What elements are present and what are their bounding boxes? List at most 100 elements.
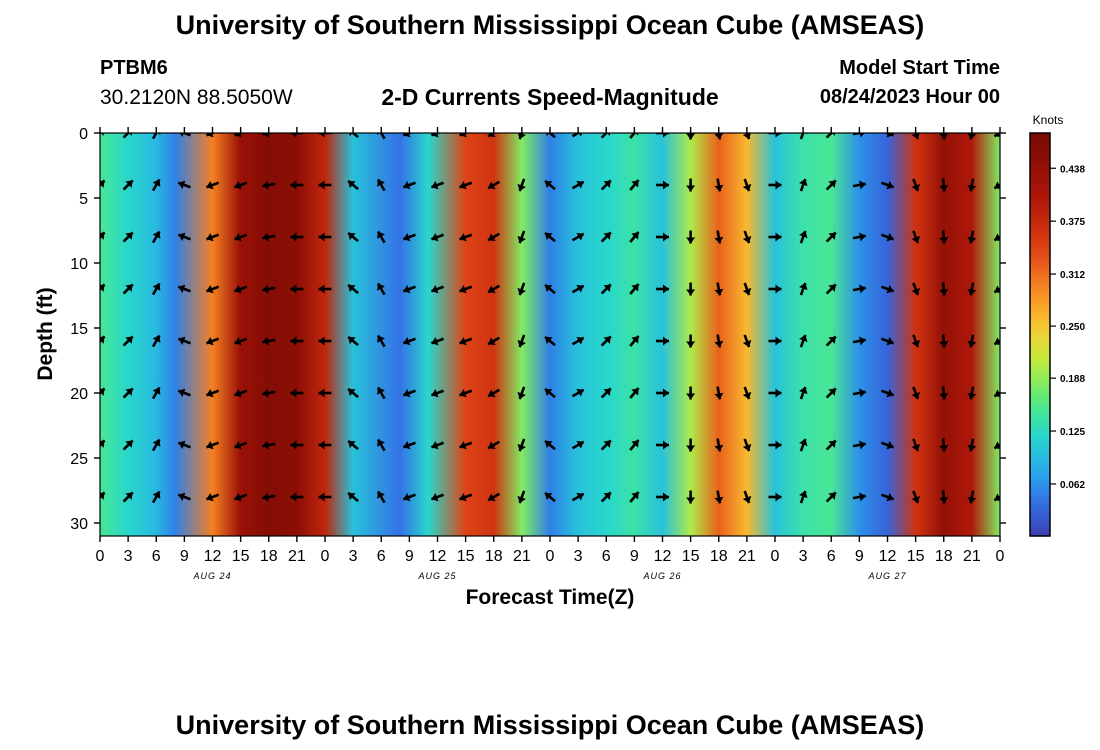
current-arrow <box>234 232 248 242</box>
current-arrow <box>290 440 304 450</box>
current-arrow <box>459 133 470 138</box>
arrow-head <box>152 491 161 499</box>
x-tick-label: 12 <box>654 548 672 565</box>
arrow-head <box>318 440 325 450</box>
arrow-head <box>828 336 836 344</box>
arrow-head <box>488 181 496 190</box>
arrow-head <box>714 288 724 296</box>
current-arrow <box>205 440 220 450</box>
arrow-head <box>517 183 526 192</box>
footer-title: University of Southern Mississippi Ocean… <box>175 710 925 740</box>
arrow-head <box>488 441 496 450</box>
arrow-head <box>206 440 214 450</box>
current-arrow <box>459 388 473 398</box>
current-arrow <box>517 386 526 400</box>
current-arrow <box>911 133 920 140</box>
arrow-head <box>967 392 977 400</box>
current-arrow <box>714 334 724 348</box>
x-tick-label: 0 <box>321 548 330 565</box>
arrow-head <box>714 444 724 452</box>
current-arrow <box>656 336 669 346</box>
arrow-head <box>125 336 133 344</box>
arrow-head <box>631 180 639 188</box>
arrow-head <box>775 180 782 190</box>
station-coordinates: 30.2120N 88.5050W <box>100 86 293 109</box>
arrow-head <box>178 388 186 398</box>
date-label: AUG 27 <box>867 571 906 581</box>
current-arrow <box>347 179 359 191</box>
arrow-head <box>262 440 270 450</box>
current-arrow <box>262 336 276 346</box>
current-arrow <box>742 133 751 140</box>
current-arrow <box>347 283 359 295</box>
current-arrow <box>939 282 949 296</box>
current-arrow <box>825 387 837 399</box>
arrow-head <box>318 133 325 138</box>
arrow-head <box>517 391 526 400</box>
arrow-shaft <box>825 133 834 139</box>
arrow-head <box>994 493 1000 501</box>
arrow-head <box>318 492 325 502</box>
arrow-head <box>290 440 297 450</box>
arrow-head <box>967 496 977 504</box>
arrow-shaft <box>571 133 581 138</box>
current-arrow <box>880 232 895 242</box>
current-arrow <box>376 490 386 504</box>
current-arrow <box>205 336 220 346</box>
current-arrow <box>911 230 921 244</box>
arrow-head <box>262 388 270 398</box>
x-tick-label: 0 <box>96 548 105 565</box>
arrow-head <box>799 490 808 499</box>
current-arrow <box>122 439 134 451</box>
arrow-head <box>663 133 669 138</box>
arrow-head <box>663 388 669 398</box>
arrow-head <box>603 492 611 500</box>
current-arrow <box>177 284 191 294</box>
current-arrow <box>318 492 332 502</box>
x-tick-label: 9 <box>405 548 414 565</box>
arrow-head <box>431 180 439 190</box>
colorbar-tick-label: 0.062 <box>1060 480 1085 491</box>
current-arrow <box>544 283 556 295</box>
current-arrow <box>571 284 585 294</box>
x-tick-label: 18 <box>485 548 503 565</box>
arrow-head <box>459 388 467 398</box>
arrow-head <box>859 336 866 346</box>
arrow-head <box>459 492 467 502</box>
y-axis: 0 5 10 15 20 25 30 <box>70 126 1006 533</box>
current-arrow <box>151 230 161 244</box>
current-arrow <box>967 230 977 244</box>
arrow-head <box>290 284 297 294</box>
current-arrow <box>205 284 220 294</box>
current-arrow <box>852 180 867 190</box>
current-arrow <box>459 232 473 242</box>
current-arrow <box>262 440 276 450</box>
arrow-head <box>939 237 949 244</box>
arrow-head <box>488 389 496 398</box>
arrow-head <box>911 443 921 452</box>
arrow-head <box>631 336 639 344</box>
current-arrow <box>459 492 473 502</box>
arrow-shaft <box>600 133 609 139</box>
current-arrow <box>290 284 304 294</box>
arrow-head <box>262 232 270 242</box>
current-arrow <box>852 492 867 502</box>
arrow-head <box>100 440 105 448</box>
arrow-head <box>545 133 550 137</box>
x-tick-label: 3 <box>799 548 808 565</box>
arrow-head <box>714 184 724 192</box>
arrow-head <box>631 440 639 448</box>
current-arrow <box>799 334 808 348</box>
arrow-head <box>775 440 782 450</box>
current-arrow <box>911 282 921 296</box>
current-vectors <box>100 133 1000 504</box>
y-tick-label: 30 <box>70 516 88 533</box>
arrow-head <box>686 393 696 400</box>
arrow-head <box>799 386 808 395</box>
current-arrow <box>768 133 782 138</box>
current-arrow <box>151 178 161 192</box>
x-tick-label: 3 <box>124 548 133 565</box>
current-arrow <box>967 438 977 452</box>
colorbar-tick-label: 0.438 <box>1060 164 1085 175</box>
current-arrow <box>742 230 752 244</box>
